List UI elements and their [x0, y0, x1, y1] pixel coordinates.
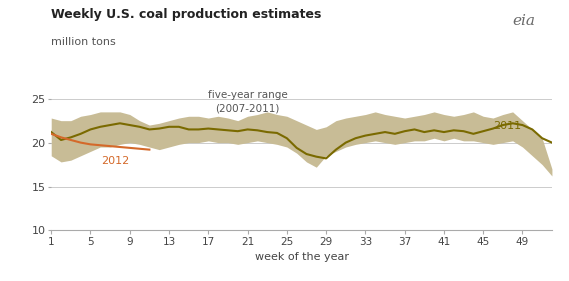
X-axis label: week of the year: week of the year — [254, 251, 349, 262]
Text: 2011: 2011 — [493, 121, 521, 131]
Text: Weekly U.S. coal production estimates: Weekly U.S. coal production estimates — [51, 8, 321, 21]
Text: million tons: million tons — [51, 37, 116, 47]
Text: 2012: 2012 — [101, 156, 129, 166]
Text: five-year range
(2007-2011): five-year range (2007-2011) — [208, 90, 287, 114]
Text: eia: eia — [512, 14, 535, 28]
